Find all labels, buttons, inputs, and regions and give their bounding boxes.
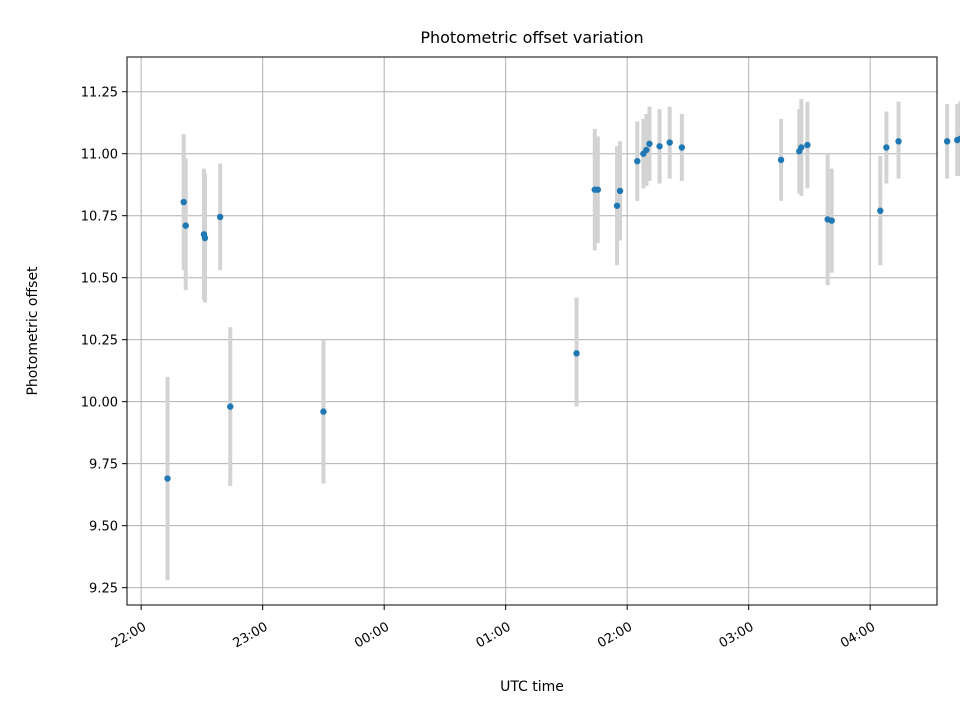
y-tick-label: 11.25 xyxy=(81,86,118,101)
data-point xyxy=(883,144,890,151)
y-tick-label: 11.00 xyxy=(81,148,118,163)
data-point xyxy=(777,156,785,164)
y-tick-label: 10.50 xyxy=(81,272,118,287)
x-axis-label: UTC time xyxy=(500,679,564,695)
y-tick-label: 10.75 xyxy=(81,210,118,225)
data-point xyxy=(666,139,673,146)
data-point xyxy=(227,403,234,410)
y-tick-label: 10.00 xyxy=(81,396,118,411)
y-tick-label: 9.75 xyxy=(89,458,118,473)
data-point xyxy=(320,408,327,415)
y-axis-label: Photometric offset xyxy=(25,266,41,396)
data-point xyxy=(895,138,902,145)
data-point xyxy=(180,198,187,206)
data-point xyxy=(656,143,663,150)
data-point xyxy=(613,202,621,209)
plot-frame xyxy=(126,56,938,606)
data-point xyxy=(943,138,951,145)
chart-title: Photometric offset variation xyxy=(420,28,643,47)
data-point xyxy=(164,475,171,482)
data-point xyxy=(201,234,209,242)
data-point xyxy=(616,187,624,195)
data-point xyxy=(678,144,686,151)
data-point xyxy=(216,213,224,221)
data-point xyxy=(594,186,602,193)
data-point xyxy=(634,157,641,165)
grid-layer xyxy=(127,57,937,605)
data-point xyxy=(828,217,835,224)
data-point xyxy=(573,350,580,357)
data-point xyxy=(182,222,189,229)
y-tick-label: 9.25 xyxy=(89,582,118,597)
data-point xyxy=(798,144,805,151)
data-point xyxy=(643,146,650,154)
y-tick-label: 9.50 xyxy=(89,520,118,535)
y-tick-label: 10.25 xyxy=(81,334,118,349)
data-point xyxy=(877,207,884,214)
point-layer xyxy=(164,135,960,482)
data-point xyxy=(646,140,653,147)
data-point xyxy=(804,141,811,149)
